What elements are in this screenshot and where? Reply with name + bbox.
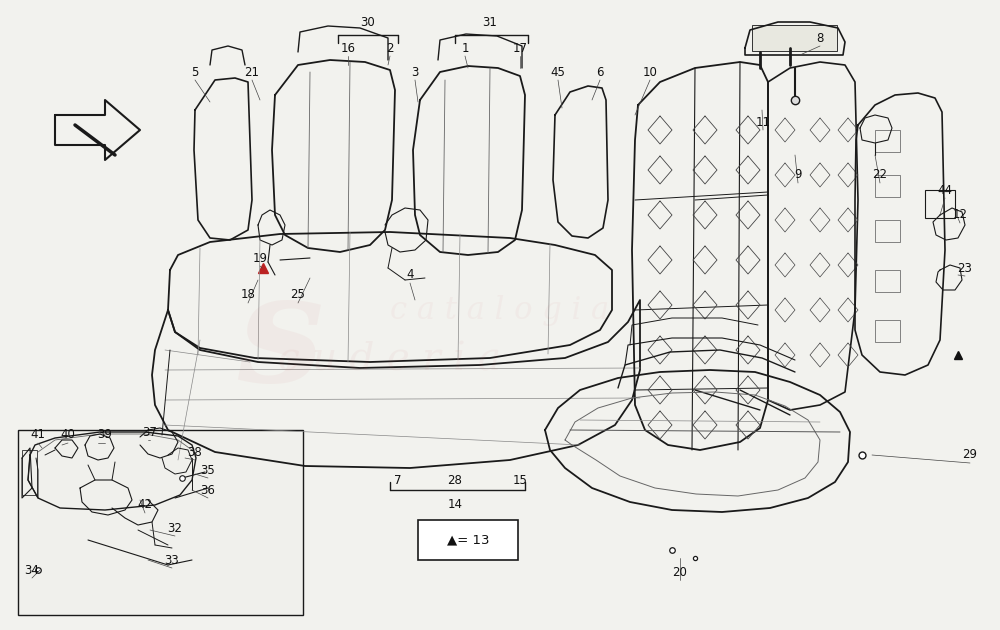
Text: 35: 35: [201, 464, 215, 476]
Text: 29: 29: [962, 449, 978, 462]
Text: 8: 8: [816, 32, 824, 45]
Bar: [752, 25, 837, 51]
Text: 33: 33: [165, 554, 179, 566]
Text: 19: 19: [252, 251, 268, 265]
Text: 1: 1: [461, 42, 469, 55]
Text: 25: 25: [291, 289, 305, 302]
Text: 45: 45: [551, 66, 565, 79]
Text: 41: 41: [30, 428, 46, 442]
Text: 15: 15: [513, 474, 527, 486]
Text: 32: 32: [168, 522, 182, 534]
Text: 18: 18: [241, 289, 255, 302]
Text: 31: 31: [483, 16, 497, 28]
Text: 34: 34: [25, 563, 39, 576]
Text: c a t a l o g i a: c a t a l o g i a: [390, 294, 610, 326]
Text: 3: 3: [411, 66, 419, 79]
Bar: [875, 130, 900, 152]
Text: 38: 38: [188, 445, 202, 459]
Bar: [875, 270, 900, 292]
Text: 20: 20: [673, 566, 687, 578]
Bar: [22, 450, 37, 495]
Text: 22: 22: [872, 168, 888, 181]
Text: 16: 16: [340, 42, 356, 55]
Text: 5: 5: [191, 66, 199, 79]
Text: c u d e r i a: c u d e r i a: [278, 341, 502, 379]
Bar: [418, 520, 518, 560]
Text: 7: 7: [394, 474, 402, 486]
Text: 2: 2: [386, 42, 394, 55]
Text: 21: 21: [244, 66, 260, 79]
Text: 30: 30: [361, 16, 375, 28]
Text: 40: 40: [61, 428, 75, 442]
Text: ▲= 13: ▲= 13: [447, 534, 489, 546]
Text: 6: 6: [596, 66, 604, 79]
Text: 10: 10: [643, 66, 657, 79]
Text: 17: 17: [512, 42, 528, 55]
Bar: [18, 430, 303, 615]
Text: 11: 11: [756, 115, 770, 129]
Text: 12: 12: [952, 209, 968, 222]
Bar: [925, 190, 955, 218]
Text: 14: 14: [448, 498, 462, 512]
Bar: [875, 220, 900, 242]
Bar: [875, 320, 900, 342]
Text: s: s: [237, 265, 323, 415]
Text: 37: 37: [143, 425, 157, 438]
Text: 36: 36: [201, 483, 215, 496]
Text: 39: 39: [98, 428, 112, 442]
Text: 42: 42: [138, 498, 152, 512]
Text: 28: 28: [448, 474, 462, 486]
Text: 44: 44: [938, 183, 952, 197]
Bar: [875, 175, 900, 197]
Text: 9: 9: [794, 168, 802, 181]
Text: 4: 4: [406, 268, 414, 282]
Text: 23: 23: [958, 261, 972, 275]
